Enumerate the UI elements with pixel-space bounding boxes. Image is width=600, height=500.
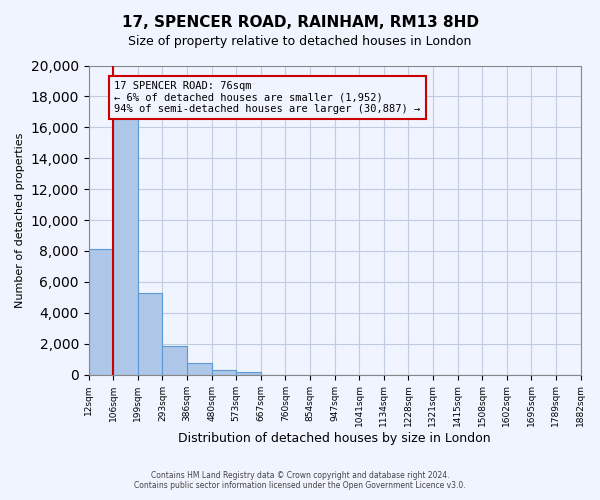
Y-axis label: Number of detached properties: Number of detached properties xyxy=(15,132,25,308)
Bar xyxy=(187,363,212,374)
Text: 17 SPENCER ROAD: 76sqm
← 6% of detached houses are smaller (1,952)
94% of semi-d: 17 SPENCER ROAD: 76sqm ← 6% of detached … xyxy=(115,81,421,114)
Bar xyxy=(163,346,187,374)
Bar xyxy=(89,248,113,374)
Bar xyxy=(138,292,163,374)
Bar xyxy=(113,118,138,374)
Text: Contains HM Land Registry data © Crown copyright and database right 2024.
Contai: Contains HM Land Registry data © Crown c… xyxy=(134,470,466,490)
Text: 17, SPENCER ROAD, RAINHAM, RM13 8HD: 17, SPENCER ROAD, RAINHAM, RM13 8HD xyxy=(121,15,479,30)
Bar xyxy=(236,372,261,374)
X-axis label: Distribution of detached houses by size in London: Distribution of detached houses by size … xyxy=(178,432,491,445)
Text: Size of property relative to detached houses in London: Size of property relative to detached ho… xyxy=(128,35,472,48)
Bar xyxy=(212,370,236,374)
